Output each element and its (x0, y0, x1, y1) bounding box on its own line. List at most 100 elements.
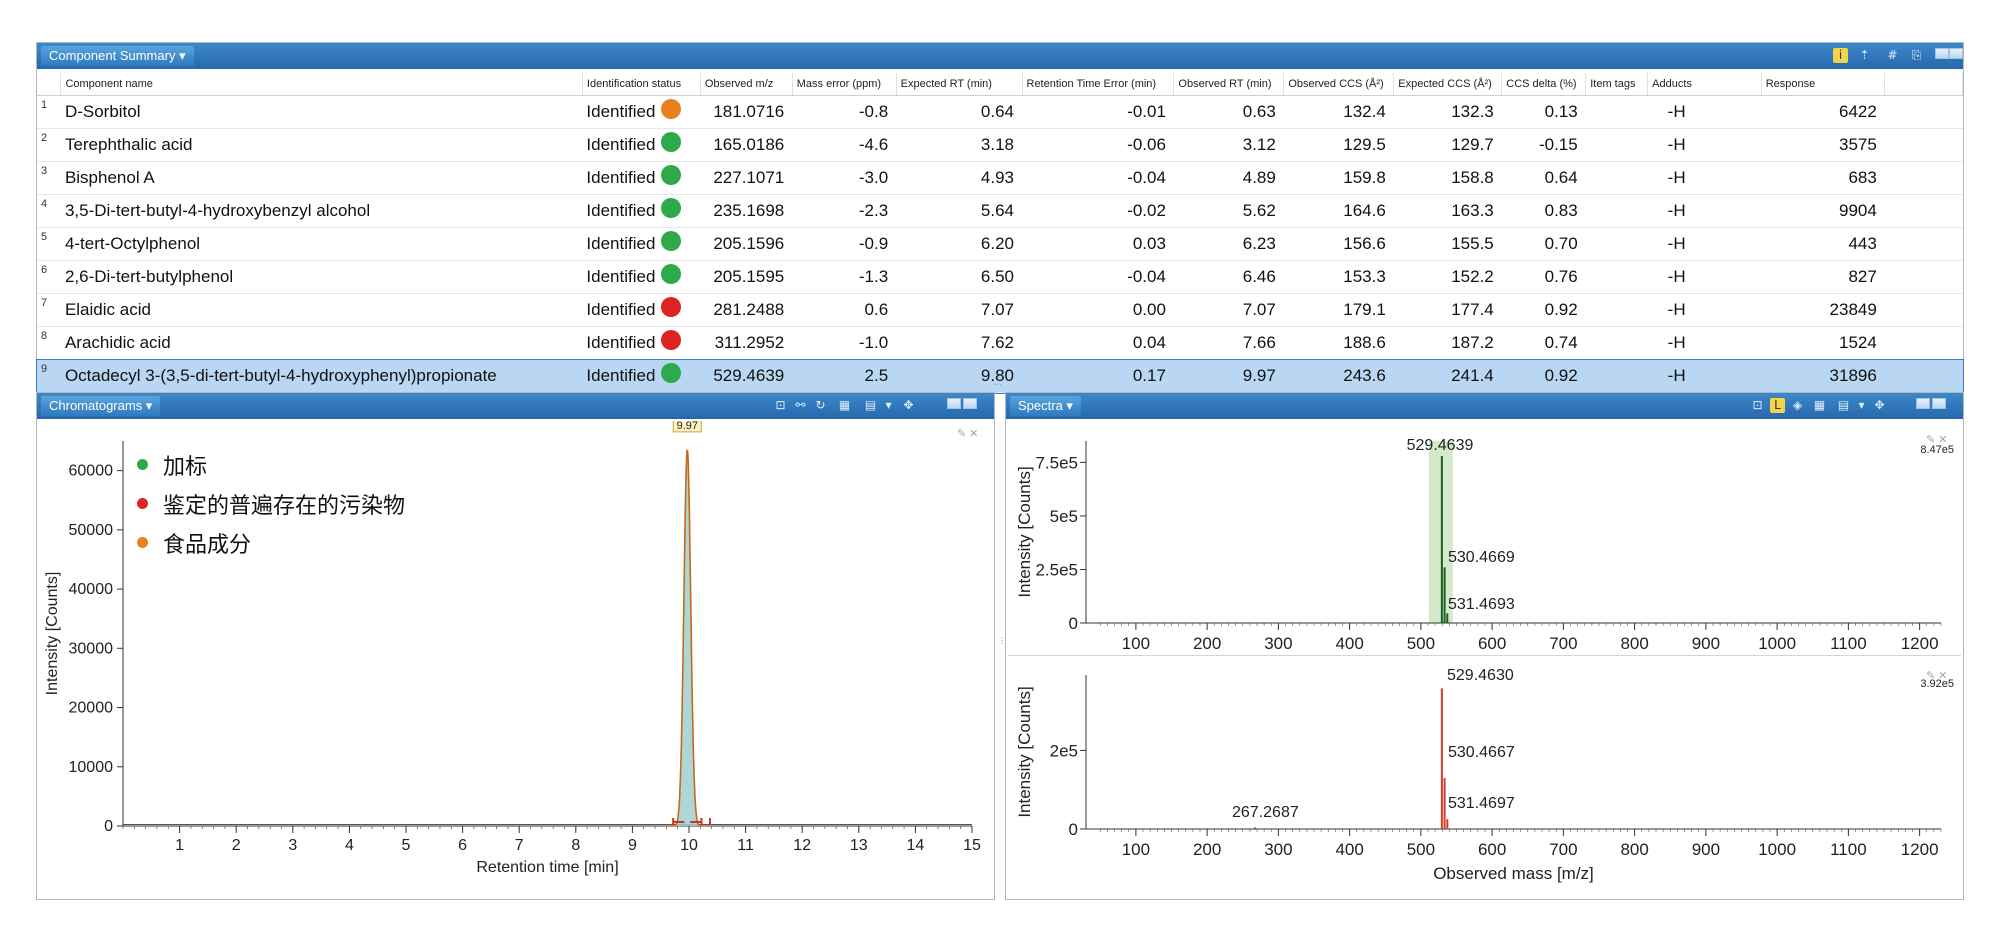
column-header-mass-error-ppm[interactable]: Mass error (ppm) (792, 73, 897, 96)
cell-obs-rt: 6.46 (1173, 260, 1284, 294)
cell-ccs-delta: 0.92 (1501, 359, 1586, 393)
minimize-button[interactable] (947, 398, 961, 409)
hash-icon[interactable]: # (1887, 48, 1898, 62)
table-row[interactable]: 3 Bisphenol A Identified 227.1071 -3.0 4.93 -0… (37, 161, 1963, 195)
cell-obs-ccs: 164.6 (1283, 194, 1394, 228)
table-row[interactable]: 8 Arachidic acid Identified 311.2952 -1.0 7.6… (37, 326, 1963, 360)
cell-ccs-delta: 0.64 (1501, 161, 1586, 195)
cell-mass-error: -4.6 (792, 128, 897, 162)
cell-adducts: -H (1647, 161, 1762, 195)
cell-response: 9904 (1761, 194, 1885, 228)
cell-mass-error: 2.5 (792, 359, 897, 393)
cell-obs-ccs: 179.1 (1283, 293, 1394, 327)
cell-ccs-delta: 0.74 (1501, 326, 1586, 360)
cell-item-tags (1585, 128, 1648, 162)
dropdown-arrow-icon[interactable]: ▾ (885, 398, 892, 412)
status-text: Identified (586, 266, 656, 286)
table-row[interactable]: 1 D-Sorbitol Identified 181.0716 -0.8 0.64 -0.… (37, 95, 1963, 129)
cell-response: 827 (1761, 260, 1885, 294)
table-row[interactable]: 4 3,5-Di-tert-butyl-4-hydroxybenzyl alcoh… (37, 194, 1963, 228)
cell-obs-rt: 9.97 (1173, 359, 1284, 393)
cell-ccs-delta: 0.83 (1501, 194, 1586, 228)
refresh-icon[interactable]: ↻ (815, 398, 826, 412)
cell-item-tags (1585, 194, 1648, 228)
maximize-button[interactable] (963, 398, 977, 409)
cell-exp-rt: 3.18 (896, 128, 1022, 162)
column-header-ccs-delta[interactable]: CCS delta (%) (1501, 73, 1587, 96)
cell-rt-error: 0.00 (1022, 293, 1174, 327)
minimize-button[interactable] (1916, 398, 1930, 409)
status-dot-icon (661, 264, 682, 285)
y-tick-label: 60000 (69, 463, 114, 480)
column-header-item-tags[interactable]: Item tags (1585, 73, 1649, 96)
cell-obs-ccs: 243.6 (1283, 359, 1394, 393)
spectrum-top-plot[interactable]: 100 200 300 400 500 600 700 800 900 1000 1100 1200 0… (1006, 421, 1963, 653)
spectrum-bottom-plot[interactable]: 100 200 300 400 500 600 700 800 900 1000 1100 1200 0… (1006, 657, 1963, 899)
table-row[interactable]: 7 Elaidic acid Identified 281.2488 0.6 7.07 0.… (37, 293, 1963, 327)
table-body: 1 D-Sorbitol Identified 181.0716 -0.8 0.64 -0.… (36, 95, 1964, 394)
legend-dot (137, 498, 148, 509)
info-icon[interactable]: i (1833, 48, 1848, 63)
table-row[interactable]: 6 2,6-Di-tert-butylphenol Identified 205.15… (37, 260, 1963, 294)
legend-item-contaminant: 鉴定的普遍存在的污染物 (137, 484, 405, 523)
x-tick-label: 500 (1407, 634, 1435, 653)
chromatogram-plot[interactable]: 1 2 3 4 5 6 7 8 9 10 11 12 13 14 150100002000030000400… (37, 421, 994, 899)
column-header-observed-ccs[interactable]: Observed CCS (Å²) (1283, 73, 1395, 96)
filter-icon[interactable]: ⇡ (1859, 48, 1870, 62)
column-header-identification-status[interactable]: Identification status (582, 73, 701, 96)
pan-icon[interactable]: ✥ (903, 398, 914, 412)
y-tick-label: 0 (104, 818, 113, 835)
chromatograms-title-menu[interactable]: Chromatograms ▾ (41, 396, 161, 416)
column-header-expected-rt-min[interactable]: Expected RT (min) (896, 73, 1023, 96)
peak-label: 529.4630 (1447, 667, 1514, 684)
cell-exp-ccs: 163.3 (1393, 194, 1502, 228)
minimize-button[interactable] (1935, 48, 1949, 59)
cell-filler (1884, 260, 1963, 294)
export-icon[interactable]: ⎘ (1911, 48, 1922, 62)
y-tick-label: 40000 (69, 581, 114, 598)
table-row[interactable]: 5 4-tert-Octylphenol Identified 205.1596 -0.… (37, 227, 1963, 261)
link-icon[interactable]: ⚯ (795, 398, 806, 412)
pan-icon[interactable]: ✥ (1874, 398, 1885, 412)
table-row[interactable]: 9 Octadecyl 3-(3,5-di-tert-butyl-4-hydrox… (36, 358, 1964, 394)
pin-icon: ✎ ✕ (1926, 670, 1948, 682)
cell-rt-error: -0.01 (1022, 95, 1174, 129)
cell-identification-status: Identified (582, 128, 701, 162)
x-tick-label: 300 (1264, 840, 1292, 859)
x-tick-label: 12 (793, 837, 811, 854)
overlay-icon[interactable]: ▤ (1837, 398, 1850, 412)
cell-rt-error: -0.04 (1022, 161, 1174, 195)
vertical-splitter[interactable]: ⋮ (998, 636, 1006, 645)
column-header-observed-m-z[interactable]: Observed m/z (700, 73, 793, 96)
cell-exp-rt: 4.93 (896, 161, 1022, 195)
overlay-icon[interactable]: ▤ (864, 398, 877, 412)
row-index: 6 (37, 260, 61, 294)
zoom-box-icon[interactable]: ⊡ (1752, 398, 1763, 412)
cell-mass-error: -0.8 (792, 95, 897, 129)
x-tick-label: 14 (907, 837, 925, 854)
column-header-component-name[interactable]: Component name (60, 73, 583, 96)
annotate-icon[interactable]: ◈ (1792, 398, 1803, 412)
label-icon[interactable]: L (1770, 398, 1785, 413)
cell-item-tags (1585, 359, 1648, 393)
cell-response: 683 (1761, 161, 1885, 195)
cell-ccs-delta: 0.76 (1501, 260, 1586, 294)
cell-exp-ccs: 129.7 (1393, 128, 1502, 162)
column-header-adducts[interactable]: Adducts (1647, 73, 1762, 96)
zoom-box-icon[interactable]: ⊡ (775, 398, 786, 412)
component-summary-title-menu[interactable]: Component Summary ▾ (41, 46, 194, 66)
column-header-observed-rt-min[interactable]: Observed RT (min) (1173, 73, 1285, 96)
table-icon[interactable]: ▦ (1813, 398, 1826, 412)
spectra-title-menu[interactable]: Spectra ▾ (1010, 396, 1081, 416)
table-row[interactable]: 2 Terephthalic acid Identified 165.0186 -4.6… (37, 128, 1963, 162)
status-dot-icon (661, 198, 682, 219)
table-icon[interactable]: ▦ (838, 398, 851, 412)
column-header-expected-ccs[interactable]: Expected CCS (Å²) (1393, 73, 1503, 96)
dropdown-arrow-icon[interactable]: ▾ (1858, 398, 1865, 412)
horizontal-splitter[interactable]: ··· (994, 380, 1002, 389)
maximize-button[interactable] (1949, 48, 1963, 59)
column-header-retention-time-error-min[interactable]: Retention Time Error (min) (1022, 73, 1175, 96)
column-header-response[interactable]: Response (1761, 73, 1886, 96)
cell-mass-error: -3.0 (792, 161, 897, 195)
maximize-button[interactable] (1932, 398, 1946, 409)
